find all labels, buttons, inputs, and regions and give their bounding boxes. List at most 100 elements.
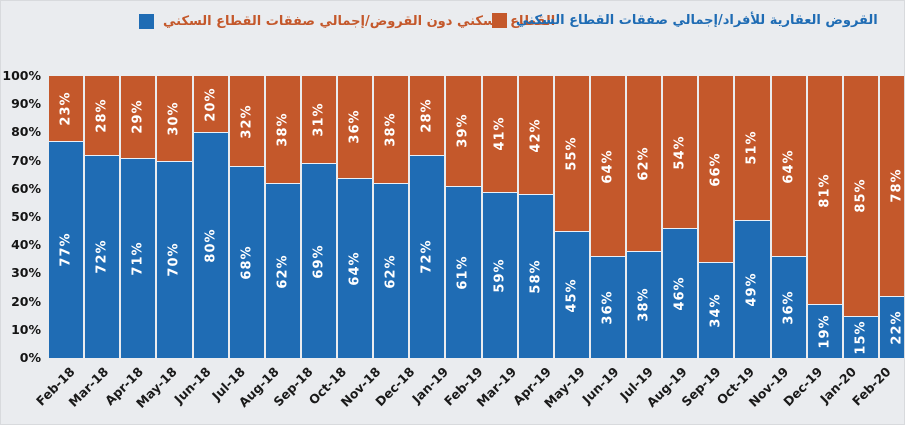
y-axis: 0% 10% 20% 30% 40% 50% 60% 70% 80% 90% 100%: [1, 68, 41, 365]
stacked-bar: 28% 72%: [85, 76, 120, 358]
bar-segment-real-estate-loans: 55%: [554, 76, 589, 232]
x-axis-category-label: Feb-18: [33, 364, 78, 409]
bar-segment-real-estate-loans: 54%: [663, 76, 698, 229]
stacked-bar: 62% 38%: [627, 76, 662, 358]
bar-value-label: 51%: [744, 130, 760, 165]
x-axis-category-label: Sep-19: [678, 364, 724, 410]
y-axis-tick-label: 0%: [19, 350, 41, 365]
bar-segment-real-estate-loans: 30%: [157, 76, 192, 161]
x-axis-category-label: Dec-19: [780, 364, 826, 410]
bar-segment-residential-without-loans: 49%: [735, 219, 770, 358]
stacked-bar: 29% 71%: [121, 76, 156, 358]
y-axis-tick-label: 20%: [11, 293, 41, 309]
bar-value-label: 45%: [564, 277, 580, 313]
bar-value-label: 30%: [166, 101, 182, 136]
y-axis-tick-label: 30%: [11, 265, 41, 281]
legend-label: القروض العقارية للأفراد/إجمالي صفقات الق…: [516, 13, 878, 28]
bar-segment-real-estate-loans: 39%: [446, 76, 481, 186]
bar-value-label: 64%: [781, 149, 797, 184]
x-axis-category-label: Jul-19: [616, 364, 656, 404]
x-axis-category-label: Dec-18: [372, 364, 418, 410]
bar-value-label: 68%: [239, 245, 255, 280]
bar-value-label: 78%: [889, 168, 905, 204]
x-axis-category-label: Oct-18: [306, 364, 350, 408]
bar-value-label: 59%: [492, 258, 508, 293]
bar-segment-residential-without-loans: 45%: [554, 231, 589, 358]
bar-segment-real-estate-loans: 62%: [627, 76, 662, 251]
bar-value-label: 61%: [455, 255, 471, 290]
x-axis-category-label: Oct-19: [714, 364, 758, 408]
bar-segment-real-estate-loans: 85%: [843, 76, 878, 316]
stacked-bar: 42% 58%: [518, 76, 553, 358]
x-axis-category-label: Mar-18: [65, 364, 112, 410]
bar-value-label: 39%: [455, 113, 471, 149]
bar-value-label: 36%: [600, 290, 616, 325]
legend-item-real-estate-loans: القروض العقارية للأفراد/إجمالي صفقات الق…: [492, 13, 878, 28]
stacked-bar: 66% 34%: [699, 76, 734, 358]
bar-segment-real-estate-loans: 28%: [85, 76, 120, 155]
bar-segment-real-estate-loans: 78%: [879, 76, 905, 296]
stacked-bar: 38% 62%: [265, 76, 300, 358]
y-axis-tick-label: 10%: [11, 321, 41, 337]
bar-value-label: 62%: [383, 254, 399, 289]
x-axis-category-label: Jan-19: [409, 364, 452, 407]
bar-value-label: 62%: [275, 254, 291, 289]
bar-value-label: 54%: [672, 135, 688, 170]
plot-area: 23% 77% 28% 72% 29% 71% 30% 70% 20% 80% 32% 68% 38% 6…: [49, 76, 904, 358]
y-axis-tick-label: 70%: [11, 152, 41, 168]
bar-value-label: 81%: [817, 173, 833, 208]
stacked-bar: 54% 46%: [663, 76, 698, 358]
bar-value-label: 36%: [781, 290, 797, 325]
bar-segment-real-estate-loans: 31%: [301, 76, 336, 164]
bar-value-label: 32%: [239, 104, 255, 139]
bar-segment-real-estate-loans: 28%: [410, 76, 445, 155]
stacked-bar: 81% 19%: [807, 76, 842, 358]
stacked-bar: 85% 15%: [843, 76, 878, 358]
bar-segment-real-estate-loans: 32%: [229, 76, 264, 167]
bar-segment-residential-without-loans: 62%: [374, 183, 409, 358]
bar-value-label: 34%: [708, 293, 724, 328]
x-axis-category-label: Jun-18: [171, 364, 214, 407]
stacked-bar: 28% 72%: [410, 76, 445, 358]
y-axis-tick-label: 100%: [2, 68, 41, 83]
bar-value-label: 28%: [419, 98, 435, 133]
x-axis-category-label: Nov-18: [337, 364, 384, 410]
bar-value-label: 28%: [94, 98, 110, 133]
x-axis-category-label: Apr-18: [101, 364, 146, 409]
x-axis-category-label: Feb-20: [849, 364, 894, 409]
bar-value-label: 72%: [419, 239, 435, 275]
bar-value-label: 20%: [203, 87, 219, 122]
stacked-bar: 32% 68%: [229, 76, 264, 358]
bar-value-label: 85%: [853, 178, 869, 213]
bar-value-label: 71%: [130, 241, 146, 276]
x-axis-category-label: Nov-19: [745, 364, 792, 410]
bar-segment-real-estate-loans: 41%: [482, 76, 517, 192]
bar-value-label: 66%: [708, 151, 724, 187]
bar-segment-residential-without-loans: 46%: [663, 228, 698, 358]
bar-value-label: 36%: [347, 109, 363, 144]
bar-value-label: 38%: [636, 287, 652, 322]
bar-segment-residential-without-loans: 62%: [265, 183, 300, 358]
bar-segment-real-estate-loans: 38%: [265, 76, 300, 184]
stacked-bar: 55% 45%: [554, 76, 589, 358]
bar-segment-residential-without-loans: 38%: [627, 250, 662, 358]
stacked-bar: 23% 77%: [49, 76, 84, 358]
bar-segment-residential-without-loans: 36%: [590, 256, 625, 358]
bar-segment-residential-without-loans: 15%: [843, 315, 878, 358]
bar-segment-real-estate-loans: 66%: [699, 76, 734, 263]
x-axis-category-label: May-19: [540, 364, 588, 411]
x-axis-category-label: Sep-18: [270, 364, 316, 410]
bar-segment-real-estate-loans: 29%: [121, 76, 156, 158]
bar-value-label: 42%: [528, 118, 544, 153]
bar-segment-residential-without-loans: 72%: [85, 154, 120, 358]
stacked-bar: 51% 49%: [735, 76, 770, 358]
bar-segment-real-estate-loans: 42%: [518, 76, 553, 195]
stacked-bar: 78% 22%: [879, 76, 905, 358]
bar-segment-residential-without-loans: 34%: [699, 262, 734, 358]
y-axis-tick-label: 90%: [11, 96, 41, 112]
bar-value-label: 15%: [853, 320, 869, 355]
x-axis-category-label: Aug-18: [235, 364, 282, 411]
bar-segment-residential-without-loans: 80%: [193, 132, 228, 358]
x-axis-category-label: Aug-19: [643, 364, 690, 411]
